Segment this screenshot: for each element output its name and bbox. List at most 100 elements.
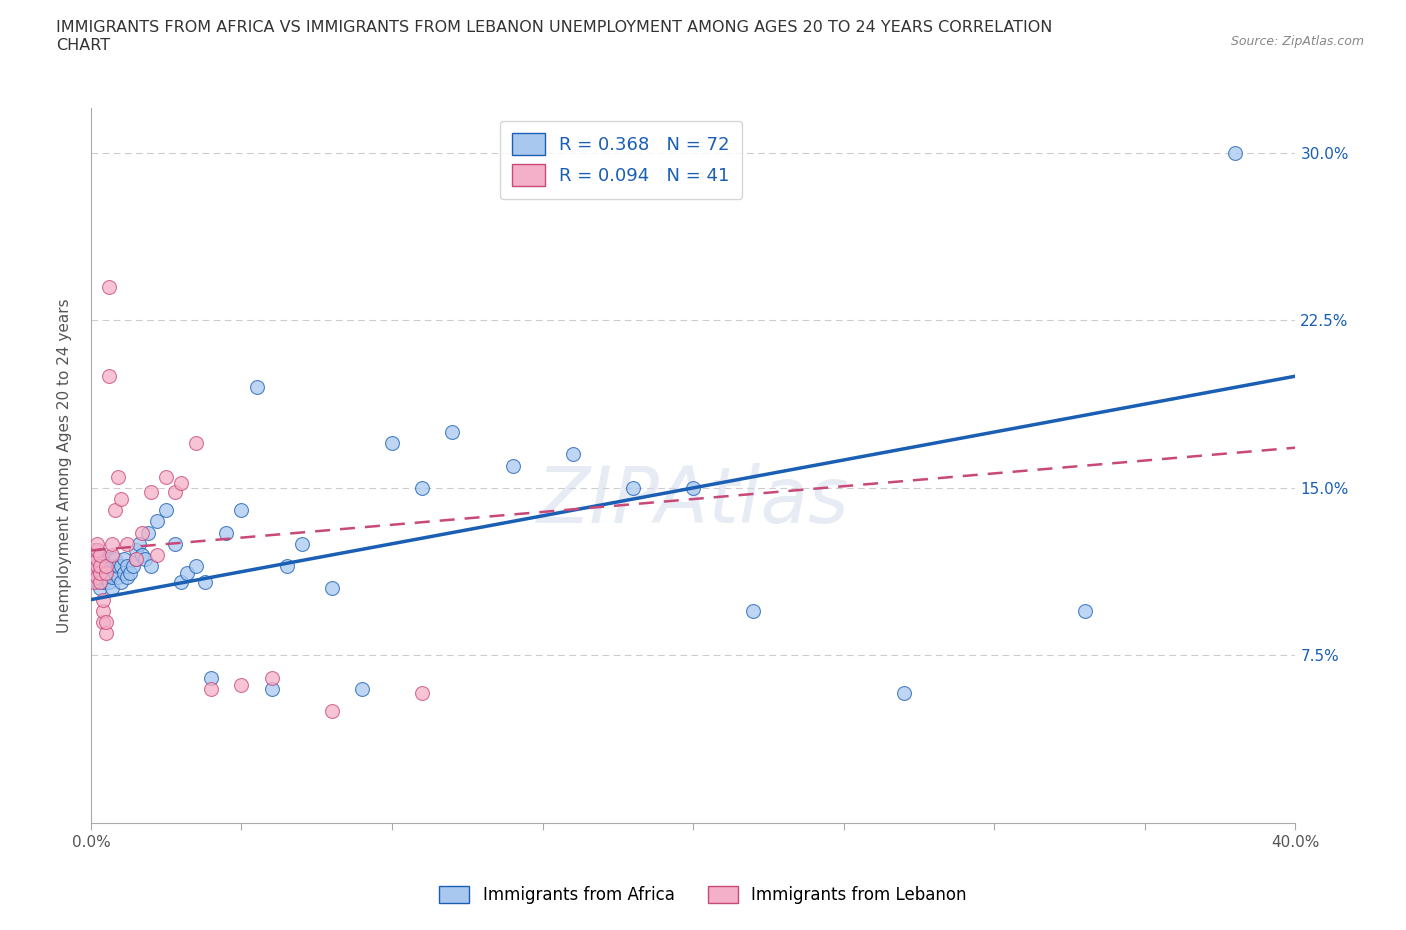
Point (89, 559, 111, 574)
Point (1225, 145, 1247, 160)
Point (89, 559, 111, 574)
Point (86, 559, 108, 574)
Point (89, 548, 111, 563)
Point (1073, 604, 1095, 618)
Point (125, 543, 148, 558)
Point (441, 425, 464, 440)
Point (155, 470, 177, 485)
Point (146, 548, 169, 563)
Point (83, 552, 105, 567)
Point (101, 548, 124, 563)
Text: Source: ZipAtlas.com: Source: ZipAtlas.com (1230, 35, 1364, 48)
Point (83, 570, 105, 585)
Point (89, 570, 111, 585)
Point (245, 379, 267, 394)
Point (125, 552, 148, 567)
Point (94, 565, 117, 580)
Point (186, 436, 208, 451)
Point (200, 682, 222, 697)
Point (86, 537, 108, 551)
Point (186, 559, 208, 574)
Point (86, 543, 108, 558)
Point (411, 686, 433, 701)
Y-axis label: Unemployment Among Ages 20 to 24 years: Unemployment Among Ages 20 to 24 years (58, 299, 72, 632)
Point (411, 481, 433, 496)
Point (89, 565, 111, 580)
Point (381, 436, 404, 451)
Point (98, 279, 121, 294)
Point (104, 565, 127, 580)
Point (104, 503, 127, 518)
Point (131, 525, 153, 540)
Point (86, 575, 108, 590)
Point (107, 559, 129, 574)
Point (276, 559, 298, 574)
Point (89, 565, 111, 580)
Point (194, 575, 217, 590)
Point (98, 575, 121, 590)
Point (86, 552, 108, 567)
Point (128, 537, 150, 551)
Point (502, 458, 524, 473)
Point (165, 485, 187, 499)
Point (134, 552, 156, 567)
Point (231, 503, 253, 518)
Point (89, 548, 111, 563)
Point (91, 552, 114, 567)
Point (91, 575, 114, 590)
Point (83, 565, 105, 580)
Point (86, 570, 108, 585)
Point (94, 570, 117, 585)
Text: IMMIGRANTS FROM AFRICA VS IMMIGRANTS FROM LEBANON UNEMPLOYMENT AMONG AGES 20 TO : IMMIGRANTS FROM AFRICA VS IMMIGRANTS FRO… (56, 20, 1053, 53)
Point (260, 671, 283, 685)
Point (682, 481, 704, 496)
Point (170, 575, 193, 590)
Point (94, 559, 117, 574)
Point (83, 552, 105, 567)
Point (101, 559, 124, 574)
Point (170, 476, 193, 491)
Point (83, 575, 105, 590)
Point (98, 368, 121, 383)
Point (112, 565, 135, 580)
Point (561, 447, 583, 462)
Point (89, 581, 111, 596)
Point (176, 565, 198, 580)
Point (350, 682, 373, 697)
Point (110, 575, 132, 590)
Point (101, 570, 124, 585)
Point (98, 552, 121, 567)
Point (94, 559, 117, 574)
Point (120, 565, 142, 580)
Point (107, 470, 129, 485)
Point (91, 592, 114, 607)
Point (146, 514, 169, 529)
Point (91, 565, 114, 580)
Point (141, 559, 163, 574)
Point (165, 537, 187, 551)
Point (112, 552, 135, 567)
Point (94, 615, 117, 630)
Point (260, 682, 283, 697)
Point (86, 559, 108, 574)
Point (215, 525, 238, 540)
Point (98, 565, 121, 580)
Point (83, 543, 105, 558)
Legend: R = 0.368   N = 72, R = 0.094   N = 41: R = 0.368 N = 72, R = 0.094 N = 41 (499, 121, 742, 199)
Point (101, 537, 124, 551)
Point (291, 537, 314, 551)
Point (110, 492, 132, 507)
Point (91, 559, 114, 574)
Point (110, 559, 132, 574)
Point (141, 485, 163, 499)
Point (131, 548, 153, 563)
Point (155, 503, 177, 518)
Point (321, 581, 343, 596)
Point (86, 543, 108, 558)
Point (86, 552, 108, 567)
Point (91, 604, 114, 618)
Text: ZIPAtlas: ZIPAtlas (537, 463, 849, 539)
Point (200, 671, 222, 685)
Point (125, 552, 148, 567)
Legend: Immigrants from Africa, Immigrants from Lebanon: Immigrants from Africa, Immigrants from … (433, 879, 973, 910)
